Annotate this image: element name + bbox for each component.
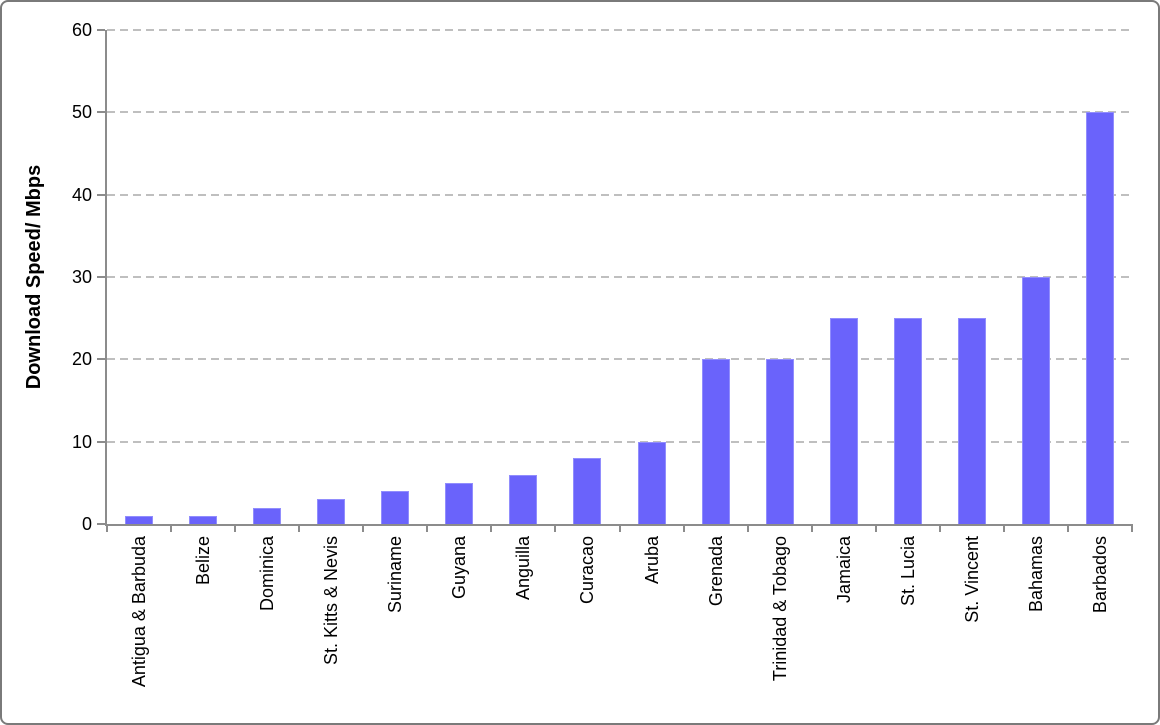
bar-15: [1085, 112, 1114, 524]
gridline-40: [107, 193, 1132, 196]
bar-7: [573, 458, 602, 524]
x-tick-12: [874, 524, 877, 532]
bar-2: [253, 507, 282, 524]
x-category-label-9: Grenada: [705, 536, 726, 607]
x-category-label-10: Trinidad & Tobago: [769, 536, 790, 682]
x-category-label-13: St. Vincent: [961, 536, 982, 623]
bar-6: [509, 474, 538, 524]
bar-8: [637, 441, 666, 524]
x-tick-3: [298, 524, 301, 532]
y-axis-line: [105, 30, 107, 526]
x-category-label-12: St. Lucia: [897, 536, 918, 607]
x-tick-1: [170, 524, 173, 532]
y-tick-40: [97, 193, 105, 196]
y-tick-60: [97, 29, 105, 31]
x-tick-16: [1131, 524, 1133, 532]
x-tick-11: [810, 524, 813, 532]
x-tick-15: [1066, 524, 1069, 532]
bar-4: [381, 491, 410, 524]
y-tick-0: [97, 523, 105, 525]
bar-0: [125, 515, 154, 524]
x-tick-8: [618, 524, 621, 532]
y-tick-label-10: 10: [71, 431, 92, 452]
y-tick-20: [97, 358, 105, 361]
x-tick-9: [682, 524, 685, 532]
x-category-label-11: Jamaica: [833, 536, 854, 604]
y-tick-label-20: 20: [71, 349, 92, 370]
x-category-label-14: Bahamas: [1025, 536, 1046, 613]
y-tick-label-60: 60: [71, 20, 92, 40]
x-tick-7: [554, 524, 557, 532]
gridline-20: [107, 358, 1132, 361]
gridline-50: [107, 111, 1132, 114]
x-tick-14: [1002, 524, 1005, 532]
gridline-10: [107, 440, 1132, 443]
x-tick-10: [746, 524, 749, 532]
x-tick-13: [938, 524, 941, 532]
x-category-label-2: Dominica: [257, 536, 278, 612]
bar-10: [765, 359, 794, 524]
x-category-label-15: Barbados: [1089, 536, 1110, 614]
x-category-label-0: Antigua & Barbuda: [129, 536, 150, 688]
y-tick-label-50: 50: [71, 102, 92, 123]
y-tick-label-40: 40: [71, 184, 92, 205]
y-tick-30: [97, 276, 105, 278]
bar-5: [445, 482, 474, 524]
x-category-label-1: Belize: [193, 536, 214, 586]
x-tick-2: [234, 524, 237, 532]
x-category-label-4: Suriname: [385, 536, 406, 614]
bar-12: [893, 318, 922, 524]
x-category-label-7: Curacao: [577, 536, 598, 605]
x-category-label-5: Guyana: [449, 536, 470, 600]
x-tick-6: [490, 524, 493, 532]
x-tick-5: [426, 524, 429, 532]
x-category-label-8: Aruba: [641, 536, 662, 585]
y-tick-10: [97, 440, 105, 443]
gridline-30: [107, 276, 1132, 278]
y-tick-50: [97, 111, 105, 114]
x-tick-4: [362, 524, 365, 532]
gridline-60: [107, 29, 1132, 31]
bar-9: [701, 359, 730, 524]
bar-13: [957, 318, 986, 524]
y-tick-label-0: 0: [81, 514, 92, 534]
bar-3: [317, 499, 346, 524]
x-tick-0: [106, 524, 108, 532]
x-category-label-3: St. Kitts & Nevis: [321, 536, 342, 666]
y-tick-label-30: 30: [71, 267, 92, 287]
bar-1: [189, 515, 218, 524]
bar-11: [829, 318, 858, 524]
bar-14: [1021, 277, 1050, 524]
x-category-label-6: Anguilla: [513, 536, 534, 601]
